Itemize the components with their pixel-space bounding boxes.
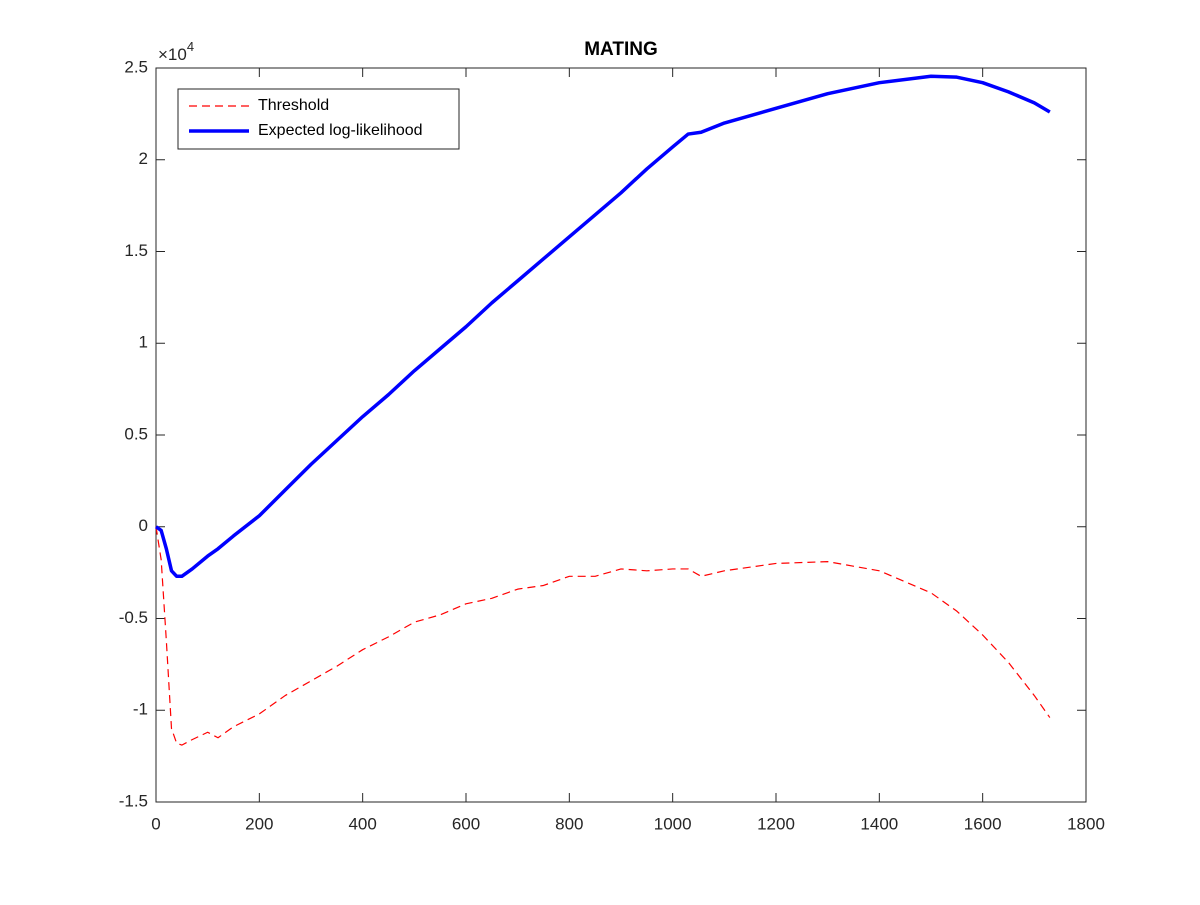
x-tick-label: 1200 (757, 814, 795, 833)
y-tick-label: -1 (133, 700, 148, 719)
legend-label: Expected log-likelihood (258, 122, 423, 139)
chart-title: MATING (584, 39, 658, 60)
y-multiplier: ×104 (158, 39, 194, 64)
series-line (155, 526, 1051, 746)
y-tick-label: 2.5 (124, 57, 148, 76)
y-tick-label: -0.5 (119, 608, 148, 627)
y-tick-label: 1 (139, 333, 148, 352)
y-tick-label: 1.5 (124, 241, 148, 260)
y-tick-label: -1.5 (119, 791, 148, 810)
y-multiplier-exponent: 4 (187, 39, 194, 54)
legend-box (177, 88, 460, 150)
x-tick-label: 200 (245, 814, 273, 833)
x-tick-label: 800 (555, 814, 583, 833)
plot-frame (155, 67, 1087, 803)
series-line (154, 74, 1051, 579)
x-tick-label: 1800 (1067, 814, 1105, 833)
x-tick-label: 600 (452, 814, 480, 833)
y-tick-label: 0.5 (124, 424, 148, 443)
y-tick-label: 2 (139, 149, 148, 168)
legend-label: Threshold (258, 97, 329, 114)
x-tick-label: 400 (348, 814, 376, 833)
x-tick-label: 0 (151, 814, 160, 833)
x-tick-label: 1600 (964, 814, 1002, 833)
x-tick-label: 1000 (654, 814, 692, 833)
y-tick-label: 0 (139, 516, 148, 535)
y-multiplier-base: ×10 (158, 45, 187, 64)
x-tick-label: 1400 (860, 814, 898, 833)
